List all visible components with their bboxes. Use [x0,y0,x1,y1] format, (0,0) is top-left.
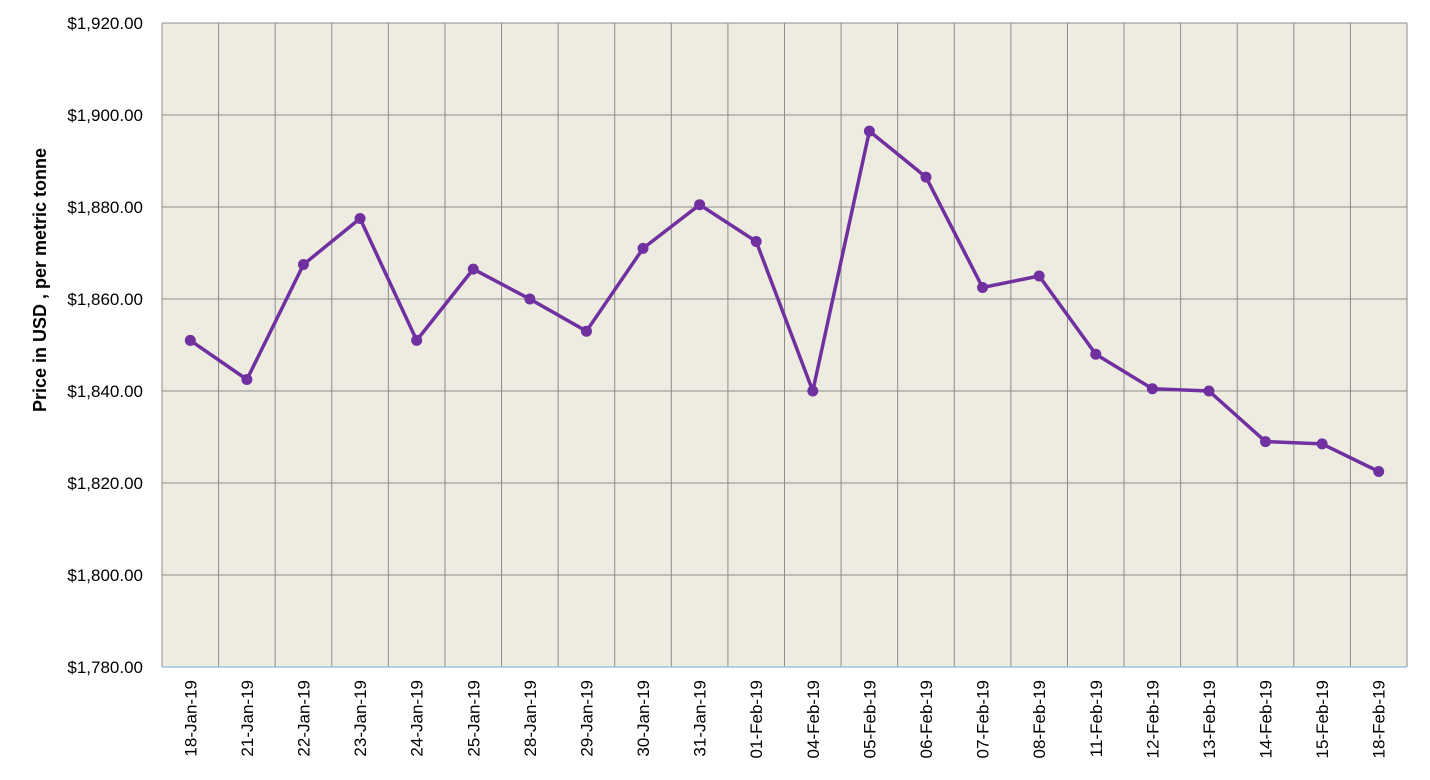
series-line [188,129,1381,474]
data-point [1203,385,1215,397]
series-layer [184,125,1385,477]
x-tick-label: 01-Feb-19 [747,680,766,758]
data-point [694,199,706,211]
x-tick-label: 12-Feb-19 [1143,680,1162,758]
x-tick-label: 06-Feb-19 [917,680,936,758]
x-tick-label: 23-Jan-19 [351,680,370,757]
data-point [467,263,479,275]
data-point [1090,348,1102,360]
y-tick-label: $1,780.00 [67,658,143,677]
data-point [524,293,536,305]
x-tick-label: 22-Jan-19 [294,680,313,757]
x-tick-label: 18-Feb-19 [1370,680,1389,758]
y-tick-label: $1,920.00 [67,14,143,33]
data-point [920,171,932,183]
y-tick-label: $1,840.00 [67,382,143,401]
x-tick-label: 14-Feb-19 [1257,680,1276,758]
data-point [750,236,762,247]
data-point [807,385,819,397]
x-axis-tick-labels: 18-Jan-19 21-Jan-19 22-Jan-19 23-Jan-19 24-J… [181,680,1388,758]
x-tick-label: 04-Feb-19 [804,680,823,758]
x-tick-label: 13-Feb-19 [1200,680,1219,758]
y-tick-label: $1,820.00 [67,474,143,493]
x-tick-label: 05-Feb-19 [860,680,879,758]
y-tick-label: $1,900.00 [67,106,143,125]
x-tick-label: 29-Jan-19 [577,680,596,757]
data-point [1316,438,1328,450]
data-point [580,325,592,337]
x-tick-label: 11-Feb-19 [1087,680,1106,757]
x-tick-label: 28-Jan-19 [521,680,540,757]
x-tick-label: 30-Jan-19 [634,680,653,757]
data-point [637,242,649,254]
gridlines [161,22,1408,667]
x-tick-label: 21-Jan-19 [238,680,257,757]
y-tick-label: $1,800.00 [67,566,143,585]
data-point [1260,436,1272,448]
x-tick-label: 24-Jan-19 [408,680,427,757]
data-point [184,334,196,346]
x-tick-label: 08-Feb-19 [1030,680,1049,758]
x-tick-label: 15-Feb-19 [1313,680,1332,758]
data-point [977,282,989,293]
y-axis-title: Price in USD , per metric tonne [30,148,50,412]
data-point [411,334,423,346]
x-tick-label: 31-Jan-19 [691,680,710,757]
x-tick-label: 18-Jan-19 [181,680,200,757]
y-tick-label: $1,860.00 [67,290,143,309]
data-point [297,259,309,270]
y-tick-label: $1,880.00 [67,198,143,217]
data-point [1146,383,1158,395]
data-point [1033,270,1045,282]
x-tick-label: 25-Jan-19 [464,680,483,757]
data-point [863,125,875,137]
data-point [241,374,253,385]
data-point [1373,466,1385,477]
x-tick-label: 07-Feb-19 [974,680,993,758]
data-point [354,213,366,224]
y-axis-tick-labels: $1,780.00 $1,800.00 $1,820.00 $1,840.00 $1,8… [67,14,143,677]
